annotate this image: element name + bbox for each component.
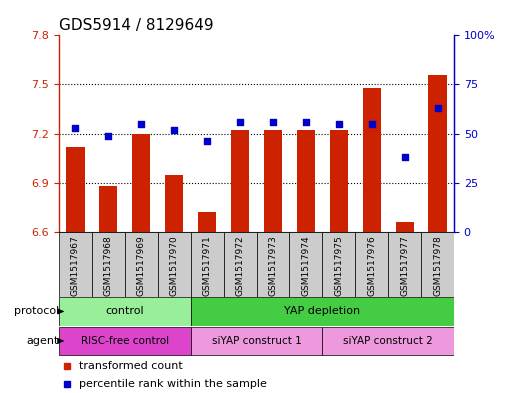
Bar [92,232,125,297]
Bar [191,297,454,325]
Text: control: control [106,307,144,316]
Bar [231,130,249,232]
Bar [396,222,413,232]
Bar [59,327,191,355]
Bar [165,174,183,232]
Bar [363,88,381,232]
Bar [100,186,117,232]
Text: GDS5914 / 8129649: GDS5914 / 8129649 [59,18,213,33]
Text: RISC-free control: RISC-free control [81,336,169,346]
Bar [322,327,454,355]
Bar [191,327,322,355]
Point [368,121,376,127]
Text: GSM1517967: GSM1517967 [71,235,80,296]
Text: GSM1517968: GSM1517968 [104,235,113,296]
Text: GSM1517976: GSM1517976 [367,235,376,296]
Bar [59,297,191,325]
Bar [191,232,224,297]
Bar [59,232,92,297]
Text: siYAP construct 1: siYAP construct 1 [212,336,301,346]
Text: YAP depletion: YAP depletion [284,307,361,316]
Bar [388,232,421,297]
Bar [322,232,355,297]
Point [170,127,179,133]
Point [104,132,112,139]
Text: siYAP construct 2: siYAP construct 2 [343,336,433,346]
Bar [264,130,282,232]
Text: GSM1517974: GSM1517974 [301,235,310,296]
Text: transformed count: transformed count [79,361,183,371]
Text: protocol: protocol [14,307,59,316]
Point [334,121,343,127]
Point [302,119,310,125]
Text: GSM1517975: GSM1517975 [334,235,343,296]
Text: GSM1517971: GSM1517971 [203,235,212,296]
Point [203,138,211,145]
Bar [224,232,256,297]
Point [433,105,442,111]
Text: GSM1517978: GSM1517978 [433,235,442,296]
Text: agent: agent [27,336,59,346]
Bar [198,212,216,232]
Text: GSM1517972: GSM1517972 [235,235,245,296]
Point [401,154,409,160]
Bar [289,232,322,297]
Text: GSM1517970: GSM1517970 [170,235,179,296]
Bar [421,232,454,297]
Bar [158,232,191,297]
Bar [132,134,150,232]
Text: GSM1517977: GSM1517977 [400,235,409,296]
Bar [355,232,388,297]
Point [71,125,80,131]
Text: GSM1517973: GSM1517973 [268,235,278,296]
Point [236,119,244,125]
Bar [125,232,158,297]
Text: percentile rank within the sample: percentile rank within the sample [79,379,267,389]
Bar [330,130,348,232]
Point [269,119,277,125]
Bar [428,75,447,232]
Text: GSM1517969: GSM1517969 [137,235,146,296]
Bar [297,130,315,232]
Bar [256,232,289,297]
Point [137,121,145,127]
Bar [66,147,85,232]
